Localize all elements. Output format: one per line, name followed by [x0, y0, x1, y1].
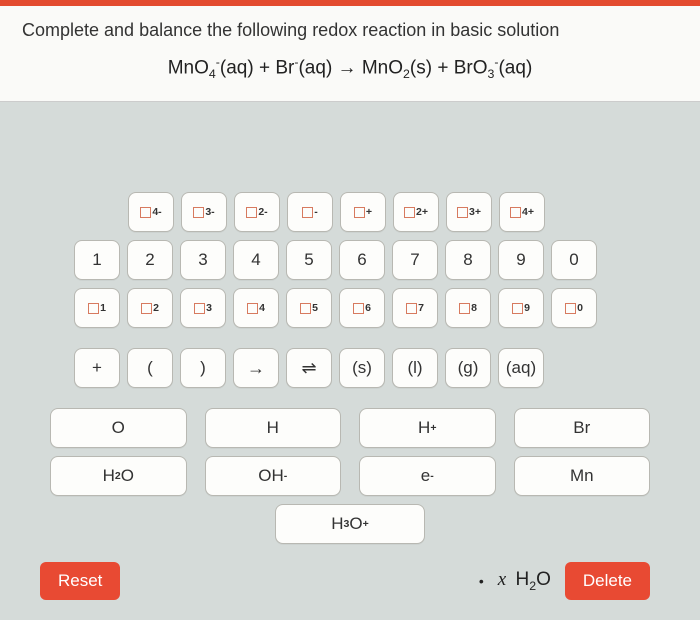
key-element-o[interactable]: O — [50, 408, 187, 448]
key-equilibrium-arrow[interactable]: ⇌ — [286, 348, 332, 388]
key-element-h[interactable]: H — [205, 408, 342, 448]
key-digit-0[interactable]: 0 — [551, 240, 597, 280]
key-element-hplus[interactable]: H+ — [359, 408, 496, 448]
key-lparen[interactable]: ( — [127, 348, 173, 388]
key-digit-9[interactable]: 9 — [498, 240, 544, 280]
key-charge-3minus[interactable]: 3- — [181, 192, 227, 232]
key-sub-5[interactable]: 5 — [286, 288, 332, 328]
key-sub-0[interactable]: 0 — [551, 288, 597, 328]
key-digit-5[interactable]: 5 — [286, 240, 332, 280]
key-charge-4plus[interactable]: 4+ — [499, 192, 545, 232]
key-forward-arrow[interactable]: → — [233, 348, 279, 388]
key-digit-6[interactable]: 6 — [339, 240, 385, 280]
key-digit-7[interactable]: 7 — [392, 240, 438, 280]
key-digit-8[interactable]: 8 — [445, 240, 491, 280]
row-operators: + ( ) → ⇌ (s) (l) (g) (aq) — [74, 348, 670, 388]
delete-button[interactable]: Delete — [565, 562, 650, 600]
key-digit-4[interactable]: 4 — [233, 240, 279, 280]
key-charge-3plus[interactable]: 3+ — [446, 192, 492, 232]
key-sub-2[interactable]: 2 — [127, 288, 173, 328]
key-charge-2minus[interactable]: 2- — [234, 192, 280, 232]
key-sub-9[interactable]: 9 — [498, 288, 544, 328]
question-prompt: Complete and balance the following redox… — [22, 20, 678, 41]
key-digit-3[interactable]: 3 — [180, 240, 226, 280]
row-elements-1: O H H+ Br — [30, 408, 670, 448]
current-entry-text: x H2O — [498, 569, 551, 593]
key-element-h3oplus[interactable]: H3O+ — [275, 504, 425, 544]
row-digits: 1 2 3 4 5 6 7 8 9 0 — [74, 240, 670, 280]
bullet-icon: • — [479, 573, 484, 589]
key-charge-plus[interactable]: + — [340, 192, 386, 232]
question-panel: Complete and balance the following redox… — [0, 6, 700, 102]
bottom-controls: Reset • x H2O Delete — [30, 562, 670, 600]
key-sub-8[interactable]: 8 — [445, 288, 491, 328]
row-subscripts: 1 2 3 4 5 6 7 8 9 0 — [74, 288, 670, 328]
key-sub-7[interactable]: 7 — [392, 288, 438, 328]
key-sub-4[interactable]: 4 — [233, 288, 279, 328]
key-element-ohminus[interactable]: OH- — [205, 456, 342, 496]
key-element-br[interactable]: Br — [514, 408, 651, 448]
key-charge-2plus[interactable]: 2+ — [393, 192, 439, 232]
row-elements-2: H2O OH- e- Mn — [30, 456, 670, 496]
question-equation: MnO4-(aq) + Br-(aq) → MnO2(s) + BrO3-(aq… — [22, 51, 678, 83]
key-state-g[interactable]: (g) — [445, 348, 491, 388]
key-sub-6[interactable]: 6 — [339, 288, 385, 328]
current-entry: • x H2O Delete — [479, 562, 650, 600]
key-state-aq[interactable]: (aq) — [498, 348, 544, 388]
key-plus[interactable]: + — [74, 348, 120, 388]
key-element-eminus[interactable]: e- — [359, 456, 496, 496]
key-digit-1[interactable]: 1 — [74, 240, 120, 280]
key-rparen[interactable]: ) — [180, 348, 226, 388]
key-charge-minus[interactable]: - — [287, 192, 333, 232]
key-digit-2[interactable]: 2 — [127, 240, 173, 280]
row-charges: 4- 3- 2- - + 2+ 3+ 4+ — [128, 192, 670, 232]
key-state-s[interactable]: (s) — [339, 348, 385, 388]
row-elements-3: H3O+ — [30, 504, 670, 544]
key-sub-1[interactable]: 1 — [74, 288, 120, 328]
key-sub-3[interactable]: 3 — [180, 288, 226, 328]
keypad-area: 4- 3- 2- - + 2+ 3+ 4+ 1 2 3 4 5 6 7 8 9 … — [0, 102, 700, 620]
reset-button[interactable]: Reset — [40, 562, 120, 600]
key-state-l[interactable]: (l) — [392, 348, 438, 388]
key-charge-4minus[interactable]: 4- — [128, 192, 174, 232]
key-element-mn[interactable]: Mn — [514, 456, 651, 496]
key-element-h2o[interactable]: H2O — [50, 456, 187, 496]
